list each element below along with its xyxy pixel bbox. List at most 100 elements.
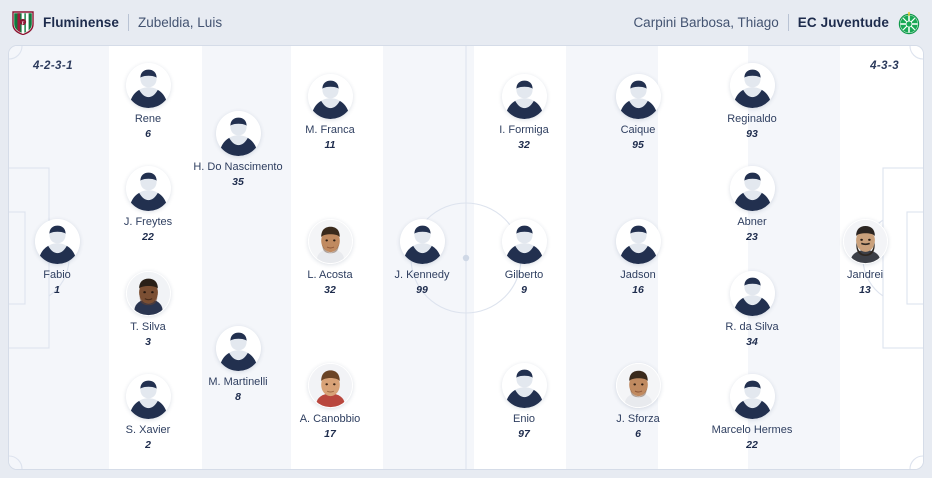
away-coach-name: Carpini Barbosa, Thiago <box>633 15 779 30</box>
player-number: 23 <box>746 231 758 243</box>
player-card[interactable]: S. Xavier 2 <box>102 374 194 451</box>
player-avatar[interactable] <box>729 166 775 211</box>
svg-text:F: F <box>22 20 25 25</box>
player-name: A. Canobbio <box>299 413 361 425</box>
player-name: Enio <box>512 413 536 425</box>
player-avatar[interactable] <box>399 219 445 264</box>
player-avatar[interactable] <box>615 74 661 119</box>
player-name: J. Sforza <box>616 413 660 425</box>
player-name: Caique <box>620 124 656 136</box>
player-silhouette-icon <box>501 74 547 119</box>
player-avatar[interactable] <box>729 63 775 108</box>
home-coach-name: Zubeldia, Luis <box>138 15 223 30</box>
player-avatar[interactable] <box>842 219 888 264</box>
player-avatar[interactable] <box>307 74 353 119</box>
player-silhouette-icon <box>729 166 775 211</box>
player-avatar[interactable] <box>125 271 171 316</box>
player-photo-icon <box>307 219 353 264</box>
player-avatar[interactable] <box>307 219 353 264</box>
player-number: 8 <box>235 391 241 403</box>
player-name: M. Franca <box>305 124 355 136</box>
player-number: 95 <box>632 139 644 151</box>
player-number: 6 <box>145 128 151 140</box>
player-card[interactable]: H. Do Nascimento 35 <box>192 111 284 188</box>
player-avatar[interactable] <box>729 374 775 419</box>
player-card[interactable]: Marcelo Hermes 22 <box>706 374 798 451</box>
match-header: F Fluminense Zubeldia, Luis Carpini Barb… <box>0 0 932 45</box>
player-number: 34 <box>746 336 758 348</box>
player-silhouette-icon <box>215 111 261 156</box>
player-card[interactable]: M. Franca 11 <box>284 74 376 151</box>
player-avatar[interactable] <box>125 374 171 419</box>
player-card[interactable]: Fabio 1 <box>11 219 103 296</box>
player-avatar[interactable] <box>501 363 547 408</box>
player-silhouette-icon <box>615 219 661 264</box>
player-number: 97 <box>518 428 530 440</box>
player-card[interactable]: M. Martinelli 8 <box>192 326 284 403</box>
player-name: Jandrei <box>846 269 884 281</box>
home-divider <box>128 14 130 31</box>
away-team-block[interactable]: Carpini Barbosa, Thiago EC Juventude <box>633 11 920 35</box>
player-card[interactable]: J. Freytes 22 <box>102 166 194 243</box>
player-number: 32 <box>324 284 336 296</box>
home-team-name: Fluminense <box>43 15 120 30</box>
player-avatar[interactable] <box>615 363 661 408</box>
player-avatar[interactable] <box>501 74 547 119</box>
player-avatar[interactable] <box>125 63 171 108</box>
player-name: H. Do Nascimento <box>193 161 283 173</box>
player-name: T. Silva <box>130 321 166 333</box>
player-card[interactable]: Reginaldo 93 <box>706 63 798 140</box>
player-silhouette-icon <box>125 166 171 211</box>
player-avatar[interactable] <box>615 219 661 264</box>
player-avatar[interactable] <box>501 219 547 264</box>
player-number: 9 <box>521 284 527 296</box>
player-avatar[interactable] <box>215 326 261 371</box>
home-team-block[interactable]: F Fluminense Zubeldia, Luis <box>12 10 223 35</box>
player-avatar[interactable] <box>125 166 171 211</box>
away-team-name: EC Juventude <box>797 15 889 30</box>
player-name: Rene <box>134 113 162 125</box>
player-silhouette-icon <box>399 219 445 264</box>
player-name: M. Martinelli <box>208 376 268 388</box>
player-silhouette-icon <box>307 74 353 119</box>
player-card[interactable]: Abner 23 <box>706 166 798 243</box>
player-silhouette-icon <box>501 363 547 408</box>
player-silhouette-icon <box>729 63 775 108</box>
player-name: R. da Silva <box>725 321 779 333</box>
player-avatar[interactable] <box>729 271 775 316</box>
player-card[interactable]: Rene 6 <box>102 63 194 140</box>
player-card[interactable]: Jadson 16 <box>592 219 684 296</box>
player-avatar[interactable] <box>307 363 353 408</box>
player-silhouette-icon <box>729 271 775 316</box>
player-number: 93 <box>746 128 758 140</box>
fluminense-crest-icon: F <box>12 10 34 35</box>
juventude-crest-icon <box>898 11 920 34</box>
player-card[interactable]: Jandrei 13 <box>819 219 911 296</box>
player-number: 32 <box>518 139 530 151</box>
player-number: 22 <box>142 231 154 243</box>
player-card[interactable]: J. Sforza 6 <box>592 363 684 440</box>
player-name: Marcelo Hermes <box>711 424 793 436</box>
player-avatar[interactable] <box>34 219 80 264</box>
player-name: Jadson <box>620 269 656 281</box>
player-number: 16 <box>632 284 644 296</box>
player-name: L. Acosta <box>307 269 353 281</box>
player-card[interactable]: A. Canobbio 17 <box>284 363 376 440</box>
player-card[interactable]: R. da Silva 34 <box>706 271 798 348</box>
player-silhouette-icon <box>125 63 171 108</box>
player-card[interactable]: Gilberto 9 <box>478 219 570 296</box>
player-card[interactable]: T. Silva 3 <box>102 271 194 348</box>
player-silhouette-icon <box>215 326 261 371</box>
player-card[interactable]: J. Kennedy 99 <box>376 219 468 296</box>
player-card[interactable]: Enio 97 <box>478 363 570 440</box>
player-avatar[interactable] <box>215 111 261 156</box>
player-number: 13 <box>859 284 871 296</box>
player-name: Fabio <box>43 269 71 281</box>
player-name: S. Xavier <box>125 424 171 436</box>
player-card[interactable]: L. Acosta 32 <box>284 219 376 296</box>
player-card[interactable]: Caique 95 <box>592 74 684 151</box>
player-number: 3 <box>145 336 151 348</box>
player-card[interactable]: I. Formiga 32 <box>478 74 570 151</box>
player-number: 17 <box>324 428 336 440</box>
player-name: Abner <box>737 216 767 228</box>
